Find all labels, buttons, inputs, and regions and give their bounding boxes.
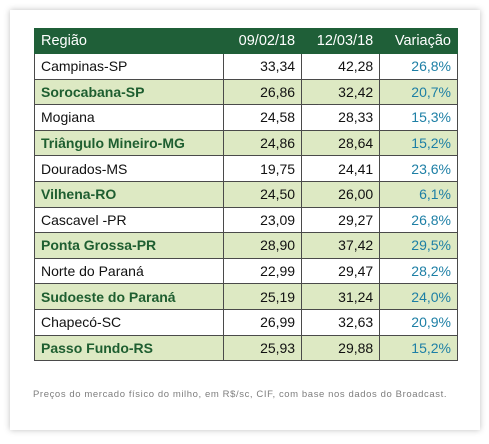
price-date-1-cell: 24,58 <box>222 104 303 131</box>
table-row: Passo Fundo-RS 25,93 29,88 15,2% <box>34 334 458 362</box>
variation-cell: 15,2% <box>379 129 458 157</box>
variation-cell: 15,2% <box>379 334 458 362</box>
header-date-1: 09/02/18 <box>222 28 303 54</box>
table-row: Mogiana 24,58 28,33 15,3% <box>34 104 458 131</box>
region-cell: Vilhena-RO <box>34 180 224 208</box>
region-cell: Mogiana <box>34 104 224 131</box>
price-date-2-cell: 37,42 <box>301 232 381 259</box>
price-date-2-cell: 32,42 <box>301 78 381 106</box>
region-cell: Norte do Paraná <box>34 257 224 285</box>
variation-cell: 28,2% <box>379 257 458 285</box>
table-row: Sudoeste do Paraná 25,19 31,24 24,0% <box>34 283 458 310</box>
price-date-2-cell: 32,63 <box>301 308 381 336</box>
price-date-1-cell: 28,90 <box>222 232 303 259</box>
table-body: Campinas-SP 33,34 42,28 26,8% Sorocabana… <box>34 53 458 362</box>
header-region: Região <box>34 28 224 54</box>
price-date-1-cell: 25,93 <box>222 334 303 362</box>
price-date-1-cell: 19,75 <box>222 155 303 182</box>
variation-cell: 15,3% <box>379 104 458 131</box>
price-date-2-cell: 28,64 <box>301 129 381 157</box>
region-cell: Campinas-SP <box>34 53 224 80</box>
price-date-1-cell: 26,86 <box>222 78 303 106</box>
region-cell: Triângulo Mineiro-MG <box>34 129 224 157</box>
price-date-1-cell: 22,99 <box>222 257 303 285</box>
variation-cell: 26,8% <box>379 53 458 80</box>
price-date-1-cell: 33,34 <box>222 53 303 80</box>
table-row: Norte do Paraná 22,99 29,47 28,2% <box>34 257 458 285</box>
region-cell: Sudoeste do Paraná <box>34 283 224 310</box>
variation-cell: 26,8% <box>379 206 458 234</box>
price-date-2-cell: 29,47 <box>301 257 381 285</box>
table-row: Campinas-SP 33,34 42,28 26,8% <box>34 53 458 80</box>
header-row: Região 09/02/18 12/03/18 Variação <box>34 28 458 54</box>
table-row: Chapecó-SC 26,99 32,63 20,9% <box>34 308 458 336</box>
price-date-1-cell: 23,09 <box>222 206 303 234</box>
header-variation: Variação <box>379 28 458 54</box>
variation-cell: 20,9% <box>379 308 458 336</box>
price-date-1-cell: 24,50 <box>222 180 303 208</box>
price-table: Região 09/02/18 12/03/18 Variação Campin… <box>34 28 458 362</box>
variation-cell: 20,7% <box>379 78 458 106</box>
price-date-1-cell: 26,99 <box>222 308 303 336</box>
price-date-2-cell: 28,33 <box>301 104 381 131</box>
price-date-1-cell: 24,86 <box>222 129 303 157</box>
header-date-2: 12/03/18 <box>301 28 381 54</box>
variation-cell: 24,0% <box>379 283 458 310</box>
variation-cell: 6,1% <box>379 180 458 208</box>
price-date-2-cell: 29,27 <box>301 206 381 234</box>
table-row: Sorocabana-SP 26,86 32,42 20,7% <box>34 78 458 106</box>
region-cell: Ponta Grossa-PR <box>34 232 224 259</box>
table-caption: Preços do mercado físico do milho, em R$… <box>33 389 448 400</box>
price-date-1-cell: 25,19 <box>222 283 303 310</box>
region-cell: Passo Fundo-RS <box>34 334 224 362</box>
region-cell: Cascavel -PR <box>34 206 224 234</box>
table-row: Vilhena-RO 24,50 26,00 6,1% <box>34 180 458 208</box>
price-date-2-cell: 26,00 <box>301 180 381 208</box>
variation-cell: 23,6% <box>379 155 458 182</box>
region-cell: Chapecó-SC <box>34 308 224 336</box>
variation-cell: 29,5% <box>379 232 458 259</box>
table-row: Dourados-MS 19,75 24,41 23,6% <box>34 155 458 182</box>
region-cell: Dourados-MS <box>34 155 224 182</box>
price-date-2-cell: 31,24 <box>301 283 381 310</box>
table-row: Ponta Grossa-PR 28,90 37,42 29,5% <box>34 232 458 259</box>
price-date-2-cell: 24,41 <box>301 155 381 182</box>
region-cell: Sorocabana-SP <box>34 78 224 106</box>
table-row: Triângulo Mineiro-MG 24,86 28,64 15,2% <box>34 129 458 157</box>
price-date-2-cell: 29,88 <box>301 334 381 362</box>
price-date-2-cell: 42,28 <box>301 53 381 80</box>
table-row: Cascavel -PR 23,09 29,27 26,8% <box>34 206 458 234</box>
